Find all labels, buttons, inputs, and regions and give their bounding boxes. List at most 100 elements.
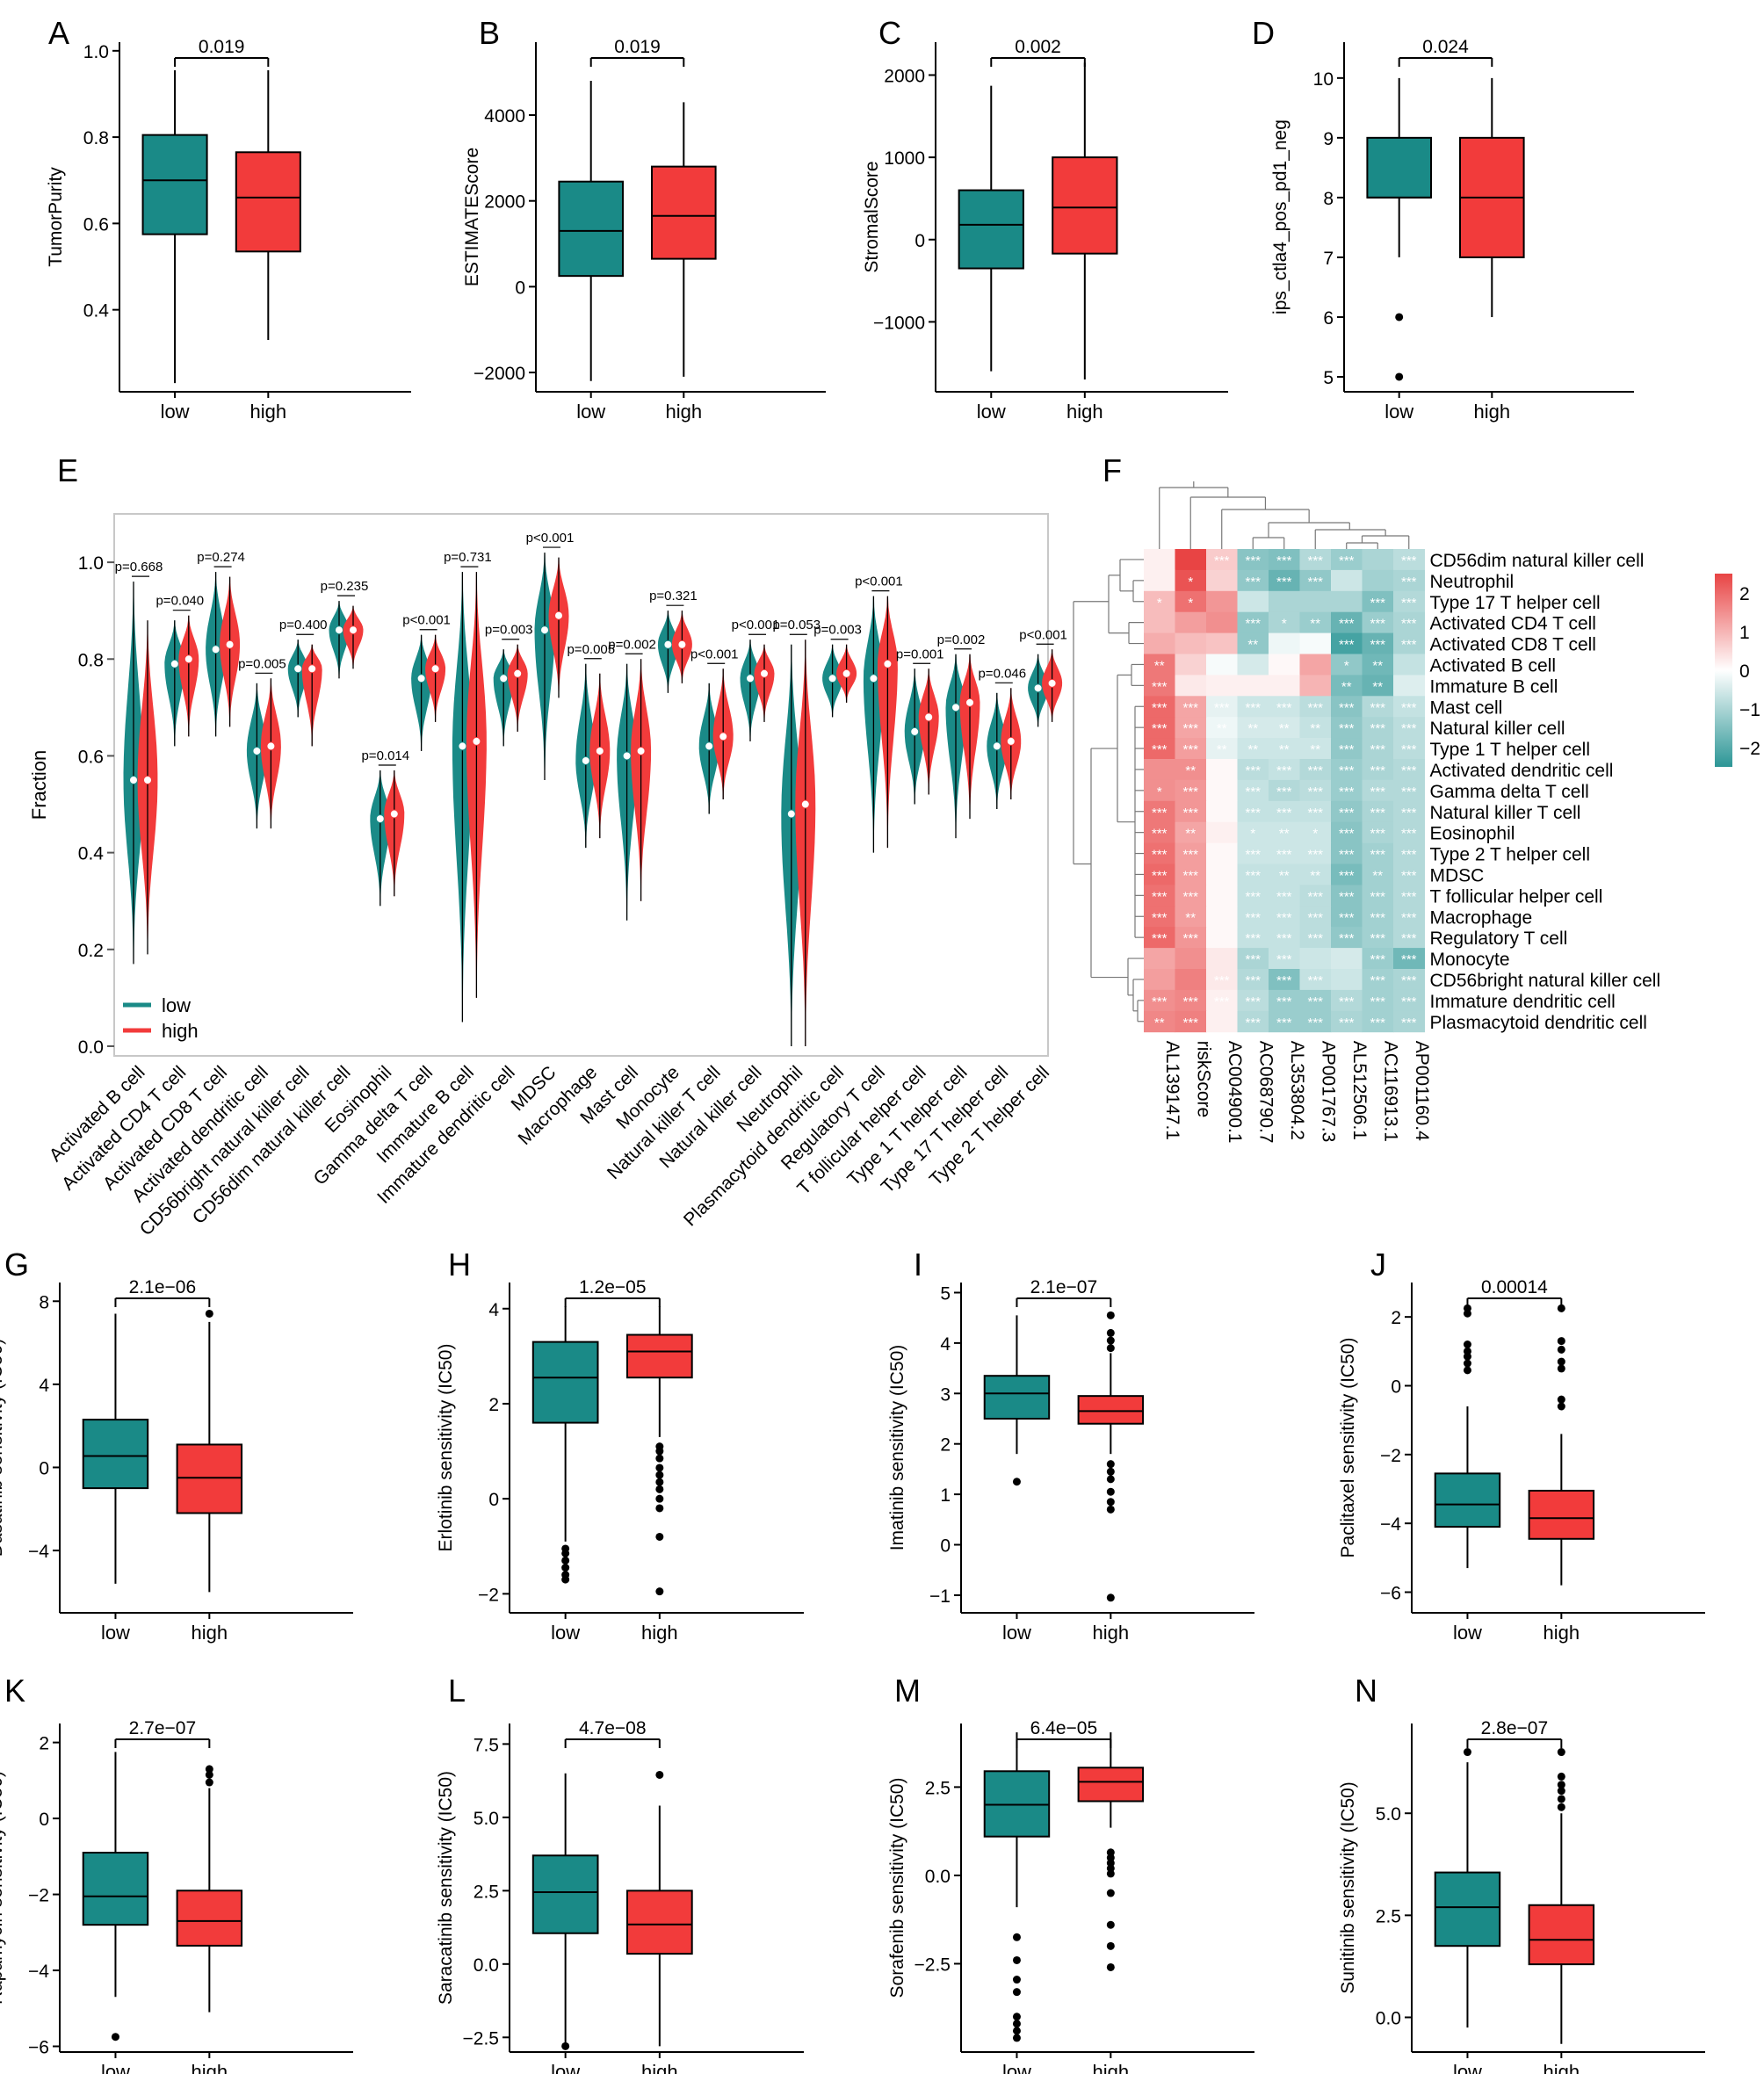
significance-stars: *** <box>1276 575 1292 589</box>
x-tick-label: high <box>1474 401 1511 423</box>
violin-panel-e: E0.00.20.40.60.81.0Fractionp=0.668Activa… <box>28 452 1067 1239</box>
heatmap-cell <box>1393 590 1425 613</box>
x-tick-label: high <box>192 2061 228 2074</box>
significance-stars: *** <box>1401 931 1417 946</box>
row-label: CD56bright natural killer cell <box>1430 971 1661 991</box>
p-value-label: p<0.001 <box>402 613 451 628</box>
x-tick-label: low <box>1453 2061 1482 2074</box>
y-tick-label: 2.5 <box>1376 1906 1401 1926</box>
violin-median-point <box>746 674 755 683</box>
heatmap-cell <box>1331 821 1363 844</box>
significance-stars: *** <box>1339 721 1355 736</box>
significance-stars: ** <box>1279 827 1290 842</box>
heatmap-cell <box>1269 1010 1300 1033</box>
significance-stars: ** <box>1154 1015 1165 1030</box>
heatmap-cell <box>1393 549 1425 571</box>
heatmap-cell <box>1144 696 1175 718</box>
heatmap-cell <box>1331 759 1363 781</box>
violin-median-point <box>458 741 467 751</box>
significance-stars: ** <box>1217 742 1227 757</box>
heatmap-cell <box>1299 948 1332 970</box>
p-value-label: p=0.235 <box>321 579 369 594</box>
heatmap-cell <box>1175 696 1207 718</box>
significance-stars: ** <box>1247 721 1258 736</box>
violin-median-point <box>472 736 481 746</box>
row-label: Activated B cell <box>1430 655 1557 676</box>
significance-stars: *** <box>1307 700 1323 715</box>
heatmap-cell <box>1237 549 1269 571</box>
heatmap-cell <box>1175 948 1207 970</box>
y-tick-label: 7 <box>1323 249 1334 269</box>
heatmap-cell <box>1362 611 1394 634</box>
violin-median-point <box>869 674 878 683</box>
outlier-point <box>1106 1962 1115 1971</box>
violin-median-point <box>335 625 343 635</box>
heatmap-cell <box>1206 717 1238 739</box>
heatmap-cell <box>1299 654 1332 676</box>
plot-frame <box>113 513 1049 1057</box>
heatmap-cell <box>1237 842 1269 864</box>
significance-stars: *** <box>1401 742 1417 757</box>
outlier-point <box>1106 1941 1115 1950</box>
heatmap-cell <box>1269 696 1300 718</box>
outlier-point <box>561 1564 570 1572</box>
outlier-point <box>1557 1748 1565 1757</box>
outlier-point <box>561 1556 570 1565</box>
significance-stars: *** <box>1152 994 1168 1009</box>
significance-stars: *** <box>1401 952 1417 967</box>
heatmap-cell <box>1206 738 1238 760</box>
heatmap-cell <box>1144 549 1175 571</box>
outlier-point <box>1106 1889 1115 1897</box>
significance-stars: * <box>1188 575 1193 589</box>
heatmap-cell <box>1237 948 1269 970</box>
outlier-point <box>1557 1795 1565 1803</box>
heatmap-cell <box>1299 759 1332 781</box>
violin-median-point <box>211 645 220 654</box>
significance-stars: *** <box>1307 763 1323 778</box>
y-tick-label: 0 <box>39 1458 49 1478</box>
y-tick-label: −1 <box>929 1586 951 1607</box>
heatmap-cell <box>1362 969 1394 991</box>
heatmap-cell <box>1175 969 1207 991</box>
significance-stars: ** <box>1310 721 1320 736</box>
violin-median-point <box>1047 678 1057 688</box>
heatmap-cell <box>1269 590 1300 613</box>
heatmap-cell <box>1175 759 1207 781</box>
significance-stars: *** <box>1401 868 1417 883</box>
y-axis-label: ESTIMATEScore <box>462 148 482 286</box>
significance-stars: ** <box>1247 742 1258 757</box>
significance-stars: *** <box>1370 700 1385 715</box>
heatmap-cell <box>1237 779 1269 802</box>
violin-median-point <box>266 741 276 751</box>
significance-stars: *** <box>1307 973 1323 988</box>
outlier-point <box>655 1463 664 1472</box>
heatmap-cell <box>1206 864 1238 885</box>
violin-median-point <box>184 654 193 664</box>
outlier-point <box>1012 1955 1021 1964</box>
outlier-point <box>111 2033 119 2041</box>
significance-stars: *** <box>1401 784 1417 799</box>
outlier-point <box>561 1575 570 1584</box>
heatmap-cell <box>1393 864 1425 885</box>
violin-median-point <box>705 741 714 751</box>
heatmap-cell <box>1362 1010 1394 1033</box>
heatmap-cell <box>1206 632 1238 654</box>
heatmap-cell <box>1299 675 1332 697</box>
y-axis-label: StromalScore <box>862 161 882 272</box>
x-tick-label: high <box>641 1622 678 1644</box>
significance-stars: *** <box>1401 827 1417 842</box>
heatmap-cell <box>1175 989 1207 1012</box>
dendrogram-rows <box>1073 559 1144 1023</box>
heatmap-cell <box>1175 590 1207 613</box>
legend-tick-label: −2 <box>1739 739 1760 759</box>
x-tick-label: low <box>1453 1622 1482 1644</box>
x-tick-label: low <box>101 1622 130 1644</box>
heatmap-cell <box>1175 675 1207 697</box>
outlier-point <box>1106 1311 1115 1319</box>
row-label: Gamma delta T cell <box>1430 782 1589 802</box>
significance-stars: ** <box>1217 721 1227 736</box>
row-label: Immature dendritic cell <box>1430 992 1616 1012</box>
outlier-point <box>655 1478 664 1486</box>
significance-stars: *** <box>1276 931 1292 946</box>
